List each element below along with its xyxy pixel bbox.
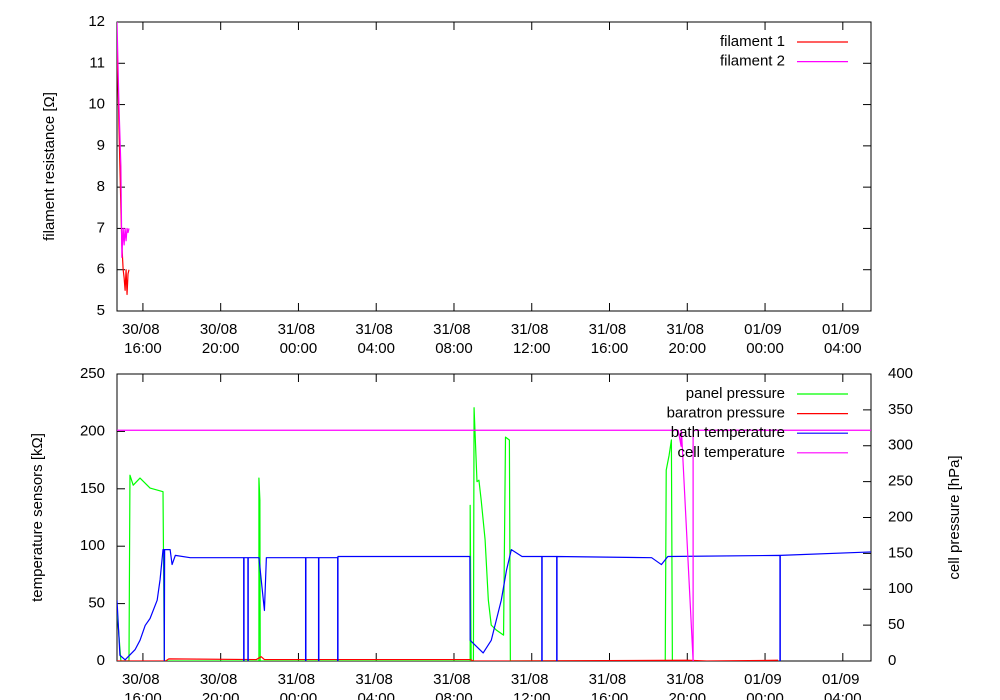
series-line xyxy=(117,656,779,661)
y-tick-label: 8 xyxy=(97,178,105,195)
y-tick-label: 7 xyxy=(97,219,105,236)
y-tick-label: 9 xyxy=(97,137,105,154)
legend-label: filament 2 xyxy=(720,53,785,70)
x-tick-label: 31/08 20:00 xyxy=(666,671,708,700)
x-tick-label: 01/09 04:00 xyxy=(822,321,864,357)
legend-label: filament 1 xyxy=(720,33,785,50)
y2-tick-label: 0 xyxy=(888,652,896,669)
legend-label: panel pressure xyxy=(686,385,785,402)
x-tick-label: 30/08 20:00 xyxy=(200,671,242,700)
y-tick-label: 12 xyxy=(88,13,105,30)
x-tick-label: 31/08 12:00 xyxy=(511,671,553,700)
y2-tick-label: 300 xyxy=(888,437,913,454)
y-tick-label: 11 xyxy=(89,54,105,71)
x-tick-label: 31/08 00:00 xyxy=(278,671,320,700)
y-tick-label: 6 xyxy=(97,261,105,278)
legend-label: baratron pressure xyxy=(667,405,785,422)
y-tick-label: 200 xyxy=(80,422,105,439)
x-tick-label: 31/08 20:00 xyxy=(666,321,708,357)
x-tick-label: 31/08 00:00 xyxy=(278,321,320,357)
y-tick-label: 250 xyxy=(80,365,105,382)
x-tick-label: 31/08 08:00 xyxy=(433,321,475,357)
y-tick-label: 0 xyxy=(97,652,105,669)
series-line xyxy=(117,549,871,661)
y-tick-label: 50 xyxy=(88,595,105,612)
y2-tick-label: 350 xyxy=(888,401,913,418)
y-axis-label: filament resistance [Ω] xyxy=(41,92,58,241)
plot-frame xyxy=(116,21,872,312)
y2-tick-label: 100 xyxy=(888,580,913,597)
x-tick-label: 30/08 16:00 xyxy=(122,671,164,700)
series-line xyxy=(117,42,130,296)
x-tick-label: 31/08 16:00 xyxy=(589,321,631,357)
series-line xyxy=(117,429,871,661)
y-tick-label: 150 xyxy=(80,480,105,497)
y2-tick-label: 400 xyxy=(888,365,913,382)
series-line xyxy=(117,407,673,661)
y2-tick-label: 200 xyxy=(888,508,913,525)
y2-tick-label: 150 xyxy=(888,544,913,561)
x-tick-label: 01/09 04:00 xyxy=(822,671,864,700)
x-tick-label: 31/08 12:00 xyxy=(511,321,553,357)
x-tick-label: 31/08 16:00 xyxy=(589,671,631,700)
y-axis-label: temperature sensors [kΩ] xyxy=(29,433,46,602)
legend-label: cell temperature xyxy=(677,444,785,461)
x-tick-label: 30/08 16:00 xyxy=(122,321,164,357)
y-tick-label: 100 xyxy=(80,537,105,554)
y-tick-label: 5 xyxy=(97,302,105,319)
y2-tick-label: 250 xyxy=(888,473,913,490)
y-tick-label: 10 xyxy=(88,96,105,113)
y2-axis-label: cell pressure [hPa] xyxy=(946,455,963,579)
x-tick-label: 01/09 00:00 xyxy=(744,321,786,357)
x-tick-label: 30/08 20:00 xyxy=(200,321,242,357)
y2-tick-label: 50 xyxy=(888,616,905,633)
x-tick-label: 31/08 04:00 xyxy=(355,321,397,357)
legend-label: bath temperature xyxy=(671,424,785,441)
series-line xyxy=(117,22,130,258)
x-tick-label: 31/08 04:00 xyxy=(355,671,397,700)
x-tick-label: 31/08 08:00 xyxy=(433,671,475,700)
x-tick-label: 01/09 00:00 xyxy=(744,671,786,700)
